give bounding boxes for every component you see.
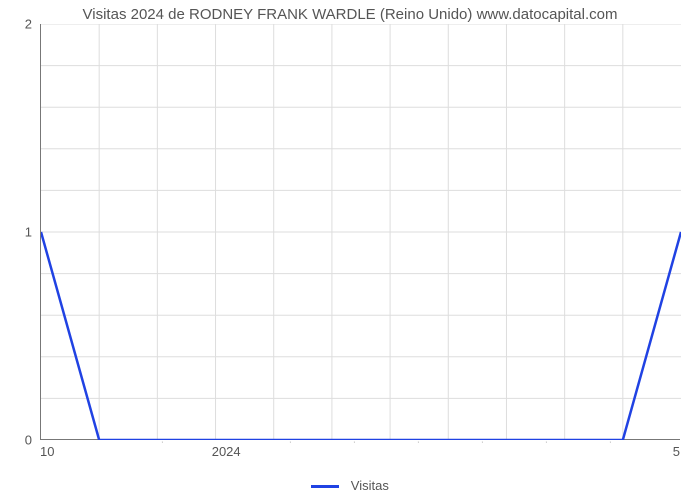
ytick-label: 1 (0, 225, 32, 240)
plot-area (40, 24, 680, 440)
gridlines (41, 24, 681, 440)
legend-swatch (311, 485, 339, 488)
xtick-minor: ' (546, 442, 547, 448)
legend: Visitas (0, 478, 700, 493)
chart-container: Visitas 2024 de RODNEY FRANK WARDLE (Rei… (0, 0, 700, 500)
xtick-minor: ' (610, 442, 611, 448)
plot-svg (41, 24, 681, 440)
series-visitas (41, 232, 681, 440)
legend-label: Visitas (351, 478, 389, 493)
xtick-minor: ' (354, 442, 355, 448)
xtick-minor: ' (482, 442, 483, 448)
chart-title: Visitas 2024 de RODNEY FRANK WARDLE (Rei… (0, 6, 700, 23)
xtick-label: 5 (673, 444, 680, 459)
ytick-label: 2 (0, 17, 32, 32)
xtick-minor: ' (290, 442, 291, 448)
xtick-minor: ' (162, 442, 163, 448)
ytick-label: 0 (0, 433, 32, 448)
xtick-label: 2024 (212, 444, 241, 459)
xtick-label: 10 (40, 444, 54, 459)
xtick-minor: ' (418, 442, 419, 448)
